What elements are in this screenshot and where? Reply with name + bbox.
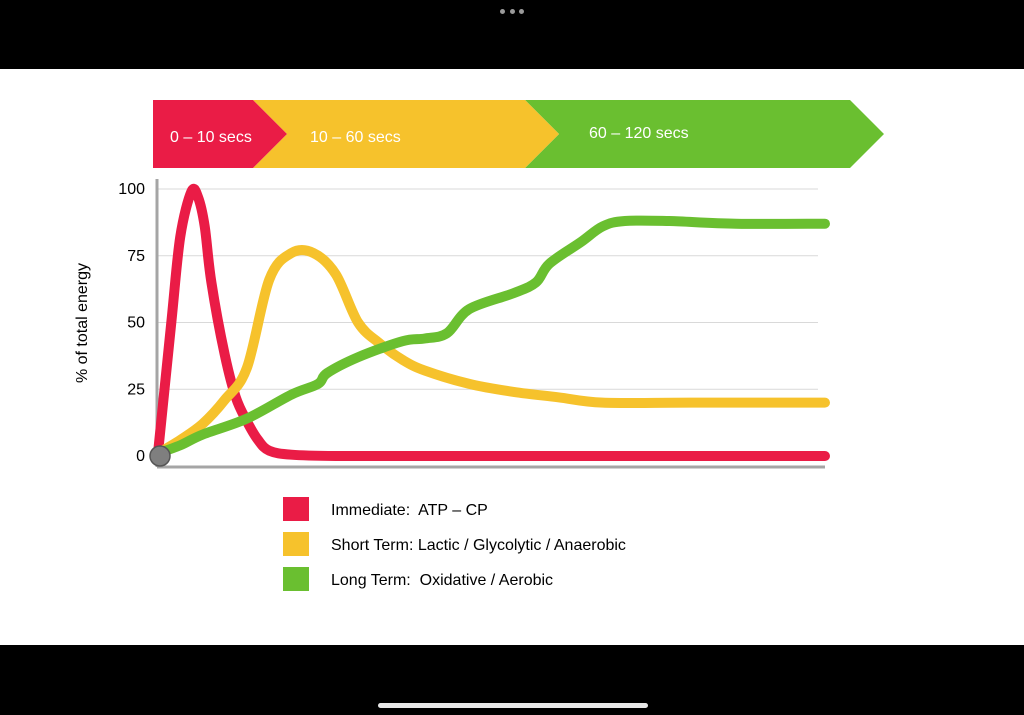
y-tick-50: 50 bbox=[127, 315, 145, 332]
home-indicator[interactable] bbox=[378, 703, 648, 708]
phase-2-arrow bbox=[253, 100, 559, 168]
legend-label-long-term: Long Term: Oxidative / Aerobic bbox=[331, 572, 553, 589]
phase-1-label: 0 – 10 secs bbox=[170, 129, 252, 146]
phase-3-arrow bbox=[525, 100, 884, 168]
series-lines bbox=[153, 183, 830, 462]
y-tick-labels: 0 25 50 75 100 bbox=[118, 181, 145, 465]
series-line-long-term bbox=[153, 215, 830, 459]
more-icon[interactable] bbox=[500, 7, 524, 15]
series-line-short-term bbox=[153, 245, 830, 459]
phase-1-arrow bbox=[153, 100, 287, 168]
energy-systems-chart: 0 – 10 secs 10 – 60 secs 60 – 120 secs 0… bbox=[74, 100, 884, 591]
top-bar bbox=[0, 0, 1024, 69]
legend-swatch-short-term bbox=[283, 532, 309, 556]
y-tick-75: 75 bbox=[127, 248, 145, 265]
phase-2-label: 10 – 60 secs bbox=[310, 129, 401, 146]
legend-label-short-term: Short Term: Lactic / Glycolytic / Anaero… bbox=[331, 537, 626, 554]
phase-banner: 0 – 10 secs 10 – 60 secs 60 – 120 secs bbox=[153, 100, 884, 168]
legend: Immediate: ATP – CP Short Term: Lactic /… bbox=[283, 497, 626, 591]
slide: 0 – 10 secs 10 – 60 secs 60 – 120 secs 0… bbox=[0, 69, 1024, 645]
y-axis-title: % of total energy bbox=[74, 263, 91, 383]
series-line-immediate bbox=[153, 183, 830, 462]
legend-label-immediate: Immediate: ATP – CP bbox=[331, 502, 488, 519]
legend-swatch-long-term bbox=[283, 567, 309, 591]
legend-swatch-immediate bbox=[283, 497, 309, 521]
y-tick-25: 25 bbox=[127, 381, 145, 398]
origin-marker bbox=[149, 445, 171, 467]
y-tick-0: 0 bbox=[136, 448, 145, 465]
y-tick-100: 100 bbox=[118, 181, 145, 198]
phase-3-label: 60 – 120 secs bbox=[589, 125, 689, 142]
